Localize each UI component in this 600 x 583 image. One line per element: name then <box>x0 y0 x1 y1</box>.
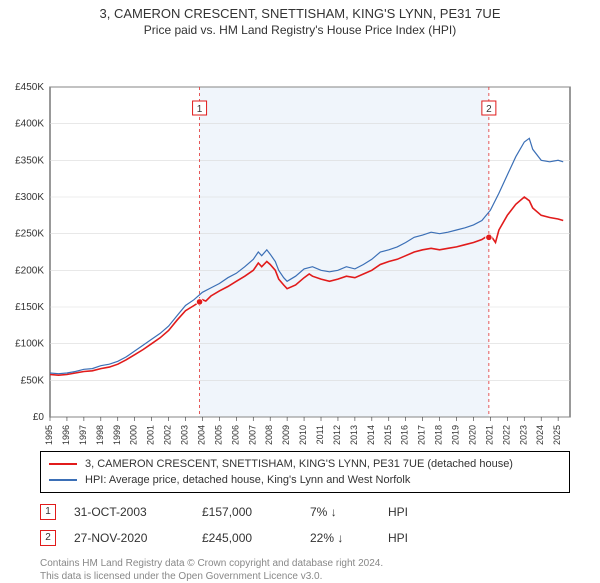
footer-attribution: Contains HM Land Registry data © Crown c… <box>40 557 600 583</box>
svg-text:1997: 1997 <box>78 425 88 445</box>
svg-text:2006: 2006 <box>230 425 240 445</box>
sale-row: 1 31-OCT-2003 £157,000 7% ↓ HPI <box>40 499 600 525</box>
svg-text:2025: 2025 <box>552 425 562 445</box>
svg-text:£300K: £300K <box>15 192 44 203</box>
chart-svg: £0 £50K £100K £150K £200K £250K £300K £350K £400… <box>0 37 600 445</box>
svg-text:1996: 1996 <box>61 425 71 445</box>
chart-titles: 3, CAMERON CRESCENT, SNETTISHAM, KING'S … <box>0 0 600 37</box>
svg-text:£250K: £250K <box>15 229 44 240</box>
svg-text:£50K: £50K <box>21 375 45 386</box>
legend-label: 3, CAMERON CRESCENT, SNETTISHAM, KING'S … <box>85 458 513 470</box>
svg-text:2: 2 <box>486 104 492 115</box>
svg-text:£350K: £350K <box>15 155 44 166</box>
svg-text:£150K: £150K <box>15 302 44 313</box>
svg-text:£100K: £100K <box>15 339 44 350</box>
sale-date: 31-OCT-2003 <box>74 505 184 519</box>
svg-text:1: 1 <box>197 104 203 115</box>
svg-text:2022: 2022 <box>501 425 511 445</box>
svg-text:2015: 2015 <box>383 425 393 445</box>
legend-row: 3, CAMERON CRESCENT, SNETTISHAM, KING'S … <box>49 456 561 472</box>
legend-row: HPI: Average price, detached house, King… <box>49 472 561 488</box>
svg-text:2004: 2004 <box>196 425 206 445</box>
svg-text:1998: 1998 <box>95 425 105 445</box>
svg-text:2020: 2020 <box>467 425 477 445</box>
sale-marker: 2 <box>40 530 56 546</box>
sale-date: 27-NOV-2020 <box>74 531 184 545</box>
svg-text:2008: 2008 <box>264 425 274 445</box>
title-sub: Price paid vs. HM Land Registry's House … <box>0 23 600 37</box>
svg-text:2013: 2013 <box>349 425 359 445</box>
svg-text:1995: 1995 <box>44 425 54 445</box>
sale-price: £157,000 <box>202 505 292 519</box>
legend-label: HPI: Average price, detached house, King… <box>85 474 410 486</box>
svg-text:2021: 2021 <box>484 425 494 445</box>
svg-text:£0: £0 <box>33 412 45 423</box>
svg-text:2009: 2009 <box>281 425 291 445</box>
svg-text:2016: 2016 <box>400 425 410 445</box>
svg-text:2002: 2002 <box>163 425 173 445</box>
footer-line-2: This data is licensed under the Open Gov… <box>40 570 600 583</box>
svg-text:2007: 2007 <box>247 425 257 445</box>
chart-area: £0 £50K £100K £150K £200K £250K £300K £350K £400… <box>0 37 600 445</box>
legend: 3, CAMERON CRESCENT, SNETTISHAM, KING'S … <box>40 451 570 493</box>
svg-text:£450K: £450K <box>15 82 44 93</box>
sale-pct: 22% ↓ <box>310 531 370 545</box>
legend-swatch <box>49 479 77 481</box>
svg-text:1999: 1999 <box>112 425 122 445</box>
svg-text:£400K: £400K <box>15 119 44 130</box>
svg-text:2003: 2003 <box>180 425 190 445</box>
svg-text:2023: 2023 <box>518 425 528 445</box>
svg-text:2005: 2005 <box>213 425 223 445</box>
svg-text:2024: 2024 <box>535 425 545 445</box>
svg-text:2010: 2010 <box>298 425 308 445</box>
svg-text:2001: 2001 <box>146 425 156 445</box>
sale-price: £245,000 <box>202 531 292 545</box>
svg-text:2014: 2014 <box>366 425 376 445</box>
down-arrow-icon: ↓ <box>331 505 337 519</box>
sale-pct: 7% ↓ <box>310 505 370 519</box>
svg-text:2011: 2011 <box>315 425 325 444</box>
sale-suffix: HPI <box>388 531 428 545</box>
svg-text:2018: 2018 <box>434 425 444 445</box>
sale-row: 2 27-NOV-2020 £245,000 22% ↓ HPI <box>40 525 600 551</box>
legend-swatch <box>49 463 77 465</box>
sale-suffix: HPI <box>388 505 428 519</box>
svg-text:2000: 2000 <box>129 425 139 445</box>
title-main: 3, CAMERON CRESCENT, SNETTISHAM, KING'S … <box>0 6 600 21</box>
sale-marker: 1 <box>40 504 56 520</box>
svg-text:2017: 2017 <box>417 425 427 445</box>
down-arrow-icon: ↓ <box>337 531 343 545</box>
footer-line-1: Contains HM Land Registry data © Crown c… <box>40 557 600 570</box>
svg-text:£200K: £200K <box>15 265 44 276</box>
sales-table: 1 31-OCT-2003 £157,000 7% ↓ HPI 2 27-NOV-2020 £… <box>40 499 600 551</box>
svg-text:2019: 2019 <box>451 425 461 445</box>
svg-text:2012: 2012 <box>332 425 342 445</box>
